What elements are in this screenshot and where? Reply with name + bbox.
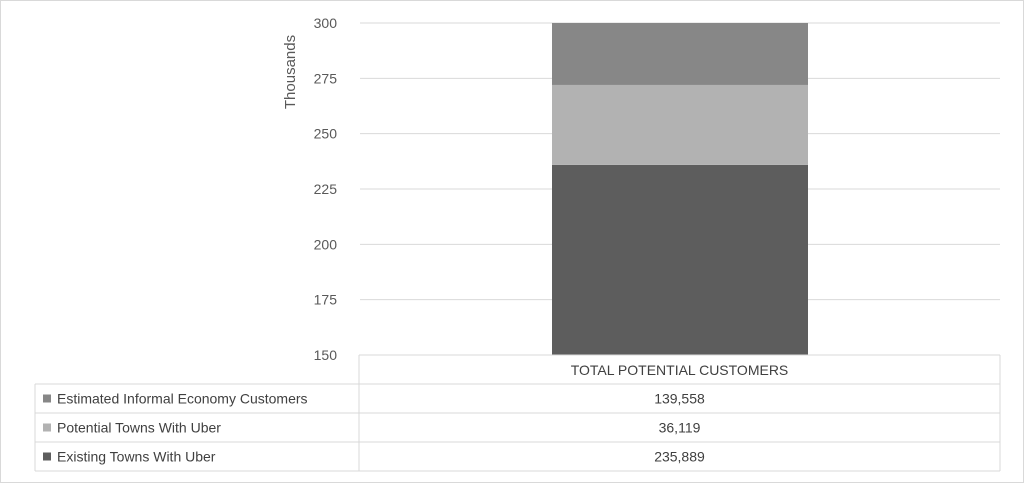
- y-tick-250: 250: [314, 126, 338, 142]
- category-label: TOTAL POTENTIAL CUSTOMERS: [571, 362, 789, 378]
- series-name: Estimated Informal Economy Customers: [57, 391, 308, 407]
- series-name: Potential Towns With Uber: [57, 420, 221, 436]
- y-axis-title: Thousands: [282, 35, 299, 109]
- y-tick-150: 150: [314, 347, 338, 363]
- bars: [552, 23, 808, 355]
- data-label: 36,119: [659, 420, 701, 436]
- bar-segment-1: [552, 164, 808, 355]
- y-tick-225: 225: [314, 181, 338, 197]
- data-label: 139,558: [654, 391, 705, 407]
- y-tick-300: 300: [314, 15, 338, 31]
- legend-key: [43, 423, 51, 432]
- y-tick-175: 175: [314, 292, 338, 308]
- series-name: Existing Towns With Uber: [57, 449, 216, 465]
- y-tick-275: 275: [314, 70, 338, 86]
- y-tick-200: 200: [314, 236, 338, 252]
- y-tick-labels: 150 175 200 225 250 275 300: [314, 15, 338, 363]
- data-table: TOTAL POTENTIAL CUSTOMERS Estimated Infor…: [34, 354, 1001, 472]
- data-label: 235,889: [654, 449, 705, 465]
- legend-key: [43, 452, 51, 461]
- bar-segment-2: [552, 84, 808, 165]
- legend-key: [43, 394, 51, 403]
- bar-segment-3: [552, 23, 808, 85]
